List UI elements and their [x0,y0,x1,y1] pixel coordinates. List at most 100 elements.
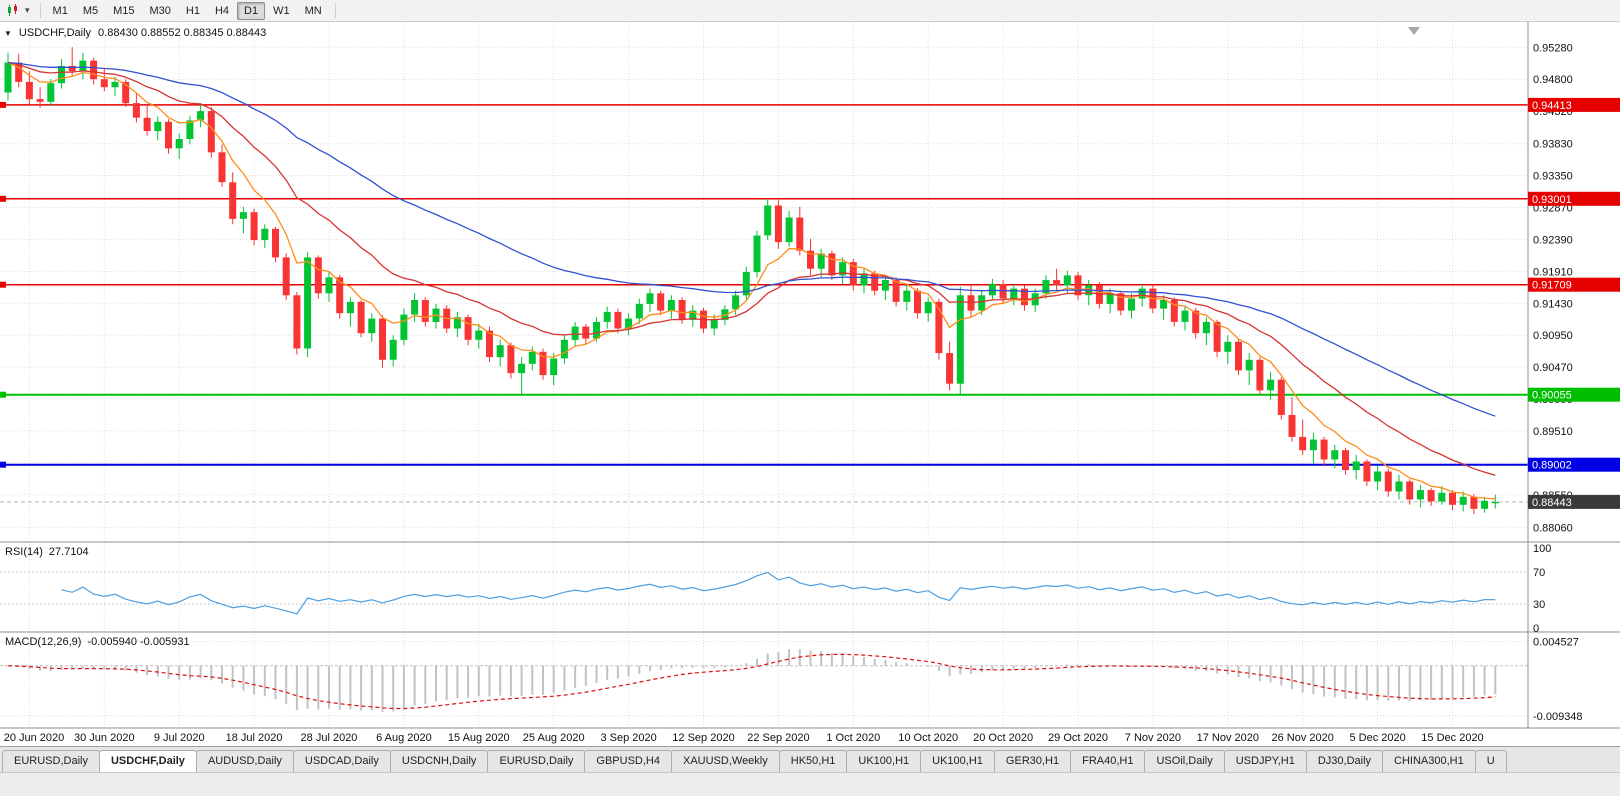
symbol-tab-uk100-h1[interactable]: UK100,H1 [920,750,995,772]
symbol-tab-eurusd-daily[interactable]: EURUSD,Daily [487,750,586,772]
timeframe-toolbar: ▾ M1 M5 M15 M30 H1 H4 D1 W1 MN [0,0,1620,22]
timeframe-button-h1[interactable]: H1 [185,5,200,17]
dropdown-caret-icon[interactable]: ▾ [25,5,30,15]
symbol-tab-china300-h1[interactable]: CHINA300,H1 [1382,750,1476,772]
symbol-tab-ger30-h1[interactable]: GER30,H1 [993,750,1072,772]
chart-canvas[interactable]: 0.952800.948000.943200.938300.933500.928… [0,22,1620,746]
svg-text:0.93350: 0.93350 [1533,171,1573,183]
symbol-tab-uk100-h1[interactable]: UK100,H1 [846,750,922,772]
date-axis-labels: 20 Jun 2020 30 Jun 2020 9 Jul 2020 18 Jul 2… [4,732,1484,744]
rsi-title: RSI(14) [5,546,43,558]
svg-text:0.90950: 0.90950 [1533,330,1573,342]
svg-text:18 Jul 2020: 18 Jul 2020 [226,732,283,744]
svg-text:10 Oct 2020: 10 Oct 2020 [898,732,958,744]
rsi-line [61,571,1496,615]
price-tags: 0.94413 0.93001 0.91709 0.90055 0.89002 0.884… [1528,97,1620,509]
symbol-tab-hk50-h1[interactable]: HK50,H1 [778,750,848,772]
symbol-tab-dj30-daily[interactable]: DJ30,Daily [1305,750,1384,772]
timeframe-button-w1[interactable]: W1 [273,5,290,17]
symbol-tab-audusd-daily[interactable]: AUDUSD,Daily [195,750,294,772]
svg-text:7 Nov 2020: 7 Nov 2020 [1125,732,1181,744]
chart-type-icon[interactable] [4,3,24,18]
symbol-title: USDCHF,Daily [18,27,92,39]
svg-text:26 Nov 2020: 26 Nov 2020 [1272,732,1334,744]
svg-text:6 Aug 2020: 6 Aug 2020 [376,732,432,744]
svg-text:30 Jun 2020: 30 Jun 2020 [74,732,135,744]
svg-text:29 Oct 2020: 29 Oct 2020 [1048,732,1108,744]
symbol-tab-gbpusd-h4[interactable]: GBPUSD,H4 [584,750,672,772]
macd-label: MACD(12,26,9) -0.005940 -0.005931 [5,636,190,648]
timeframe-button-m30[interactable]: M30 [149,5,171,17]
svg-text:0.88060: 0.88060 [1533,522,1573,534]
timeframe-button-m15[interactable]: M15 [113,5,135,17]
symbol-tab-xauusd-weekly[interactable]: XAUUSD,Weekly [670,750,780,772]
chart-window: 0.95280 0.94800 0.94320 0.93830 0.93350 0.928… [0,22,1620,746]
grid [0,22,1528,728]
svg-text:0.91430: 0.91430 [1533,298,1573,310]
macd-signal-line [7,653,1496,710]
svg-text:1 Oct 2020: 1 Oct 2020 [826,732,880,744]
pane-dividers[interactable] [0,541,1620,634]
timeframe-button-h4[interactable]: H4 [214,5,230,17]
svg-text:0.91709: 0.91709 [1532,280,1572,292]
timeframe-button-m5[interactable]: M5 [82,5,99,17]
timeframe-button-mn[interactable]: MN [304,5,322,17]
rsi-label: RSI(14) 27.7104 [5,546,89,558]
ohlc-values: 0.88430 0.88552 0.88345 0.88443 [98,27,267,39]
svg-text:22 Sep 2020: 22 Sep 2020 [747,732,809,744]
timeframe-button-d1[interactable]: D1 [237,2,266,20]
svg-text:15 Dec 2020: 15 Dec 2020 [1421,732,1483,744]
svg-text:0.004527: 0.004527 [1533,637,1579,649]
symbol-tab-u[interactable]: U [1474,750,1507,772]
symbol-tab-usdjpy-h1[interactable]: USDJPY,H1 [1223,750,1307,772]
svg-text:0.90470: 0.90470 [1533,362,1573,374]
svg-text:3 Sep 2020: 3 Sep 2020 [600,732,656,744]
macd-indicator [7,649,1497,712]
svg-text:0: 0 [1533,623,1539,635]
moving-averages [7,61,1496,500]
svg-text:28 Jul 2020: 28 Jul 2020 [301,732,358,744]
svg-text:0.94800: 0.94800 [1533,74,1573,86]
svg-text:15 Aug 2020: 15 Aug 2020 [448,732,510,744]
symbol-tab-usoil-daily[interactable]: USOil,Daily [1144,750,1225,772]
svg-text:0.90055: 0.90055 [1532,390,1572,402]
horizontal-level-lines [0,101,1528,503]
chart-title: ▼ USDCHF,Daily 0.88430 0.88552 0.88345 0… [4,27,266,39]
symbol-tab-eurusd-daily[interactable]: EURUSD,Daily [2,750,100,772]
symbol-tab-usdcnh-daily[interactable]: USDCNH,Daily [389,750,489,772]
candles-down [15,47,1478,515]
status-strip [0,772,1620,796]
svg-text:0.88443: 0.88443 [1532,497,1572,509]
svg-text:70: 70 [1533,567,1545,579]
svg-text:9 Jul 2020: 9 Jul 2020 [154,732,205,744]
toolbar-separator [334,3,336,18]
slow-ma-line [7,61,1496,417]
rsi-value: 27.7104 [48,546,89,558]
svg-text:0.93830: 0.93830 [1533,139,1573,151]
svg-text:20 Oct 2020: 20 Oct 2020 [973,732,1033,744]
svg-text:0.94413: 0.94413 [1532,100,1572,112]
macd-title: MACD(12,26,9) [5,636,82,648]
svg-text:0.89510: 0.89510 [1533,426,1573,438]
chart-shift-marker [1408,27,1420,35]
svg-text:12 Sep 2020: 12 Sep 2020 [672,732,734,744]
svg-text:-0.009348: -0.009348 [1533,711,1583,723]
svg-text:100: 100 [1533,543,1551,555]
symbol-tab-usdcad-daily[interactable]: USDCAD,Daily [292,750,391,772]
medium-ma-line [7,61,1496,476]
symbol-tabbar: EURUSD,Daily USDCHF,Daily AUDUSD,Daily USDC… [0,746,1620,772]
macd-value: -0.005940 -0.005931 [87,636,190,648]
svg-text:0.89002: 0.89002 [1532,460,1572,472]
price-axis-labels: 0.952800.948000.943200.938300.933500.928… [1533,42,1583,723]
symbol-tab-fra40-h1[interactable]: FRA40,H1 [1070,750,1146,772]
svg-text:17 Nov 2020: 17 Nov 2020 [1197,732,1259,744]
collapse-icon[interactable]: ▼ [4,28,12,38]
timeframe-button-m1[interactable]: M1 [52,5,68,17]
svg-text:20 Jun 2020: 20 Jun 2020 [4,732,65,744]
candlestick-glyph [8,4,17,16]
svg-text:5 Dec 2020: 5 Dec 2020 [1349,732,1405,744]
svg-text:0.92390: 0.92390 [1533,234,1573,246]
toolbar-separator [39,3,41,18]
symbol-tab-usdchf-daily[interactable]: USDCHF,Daily [98,750,197,772]
